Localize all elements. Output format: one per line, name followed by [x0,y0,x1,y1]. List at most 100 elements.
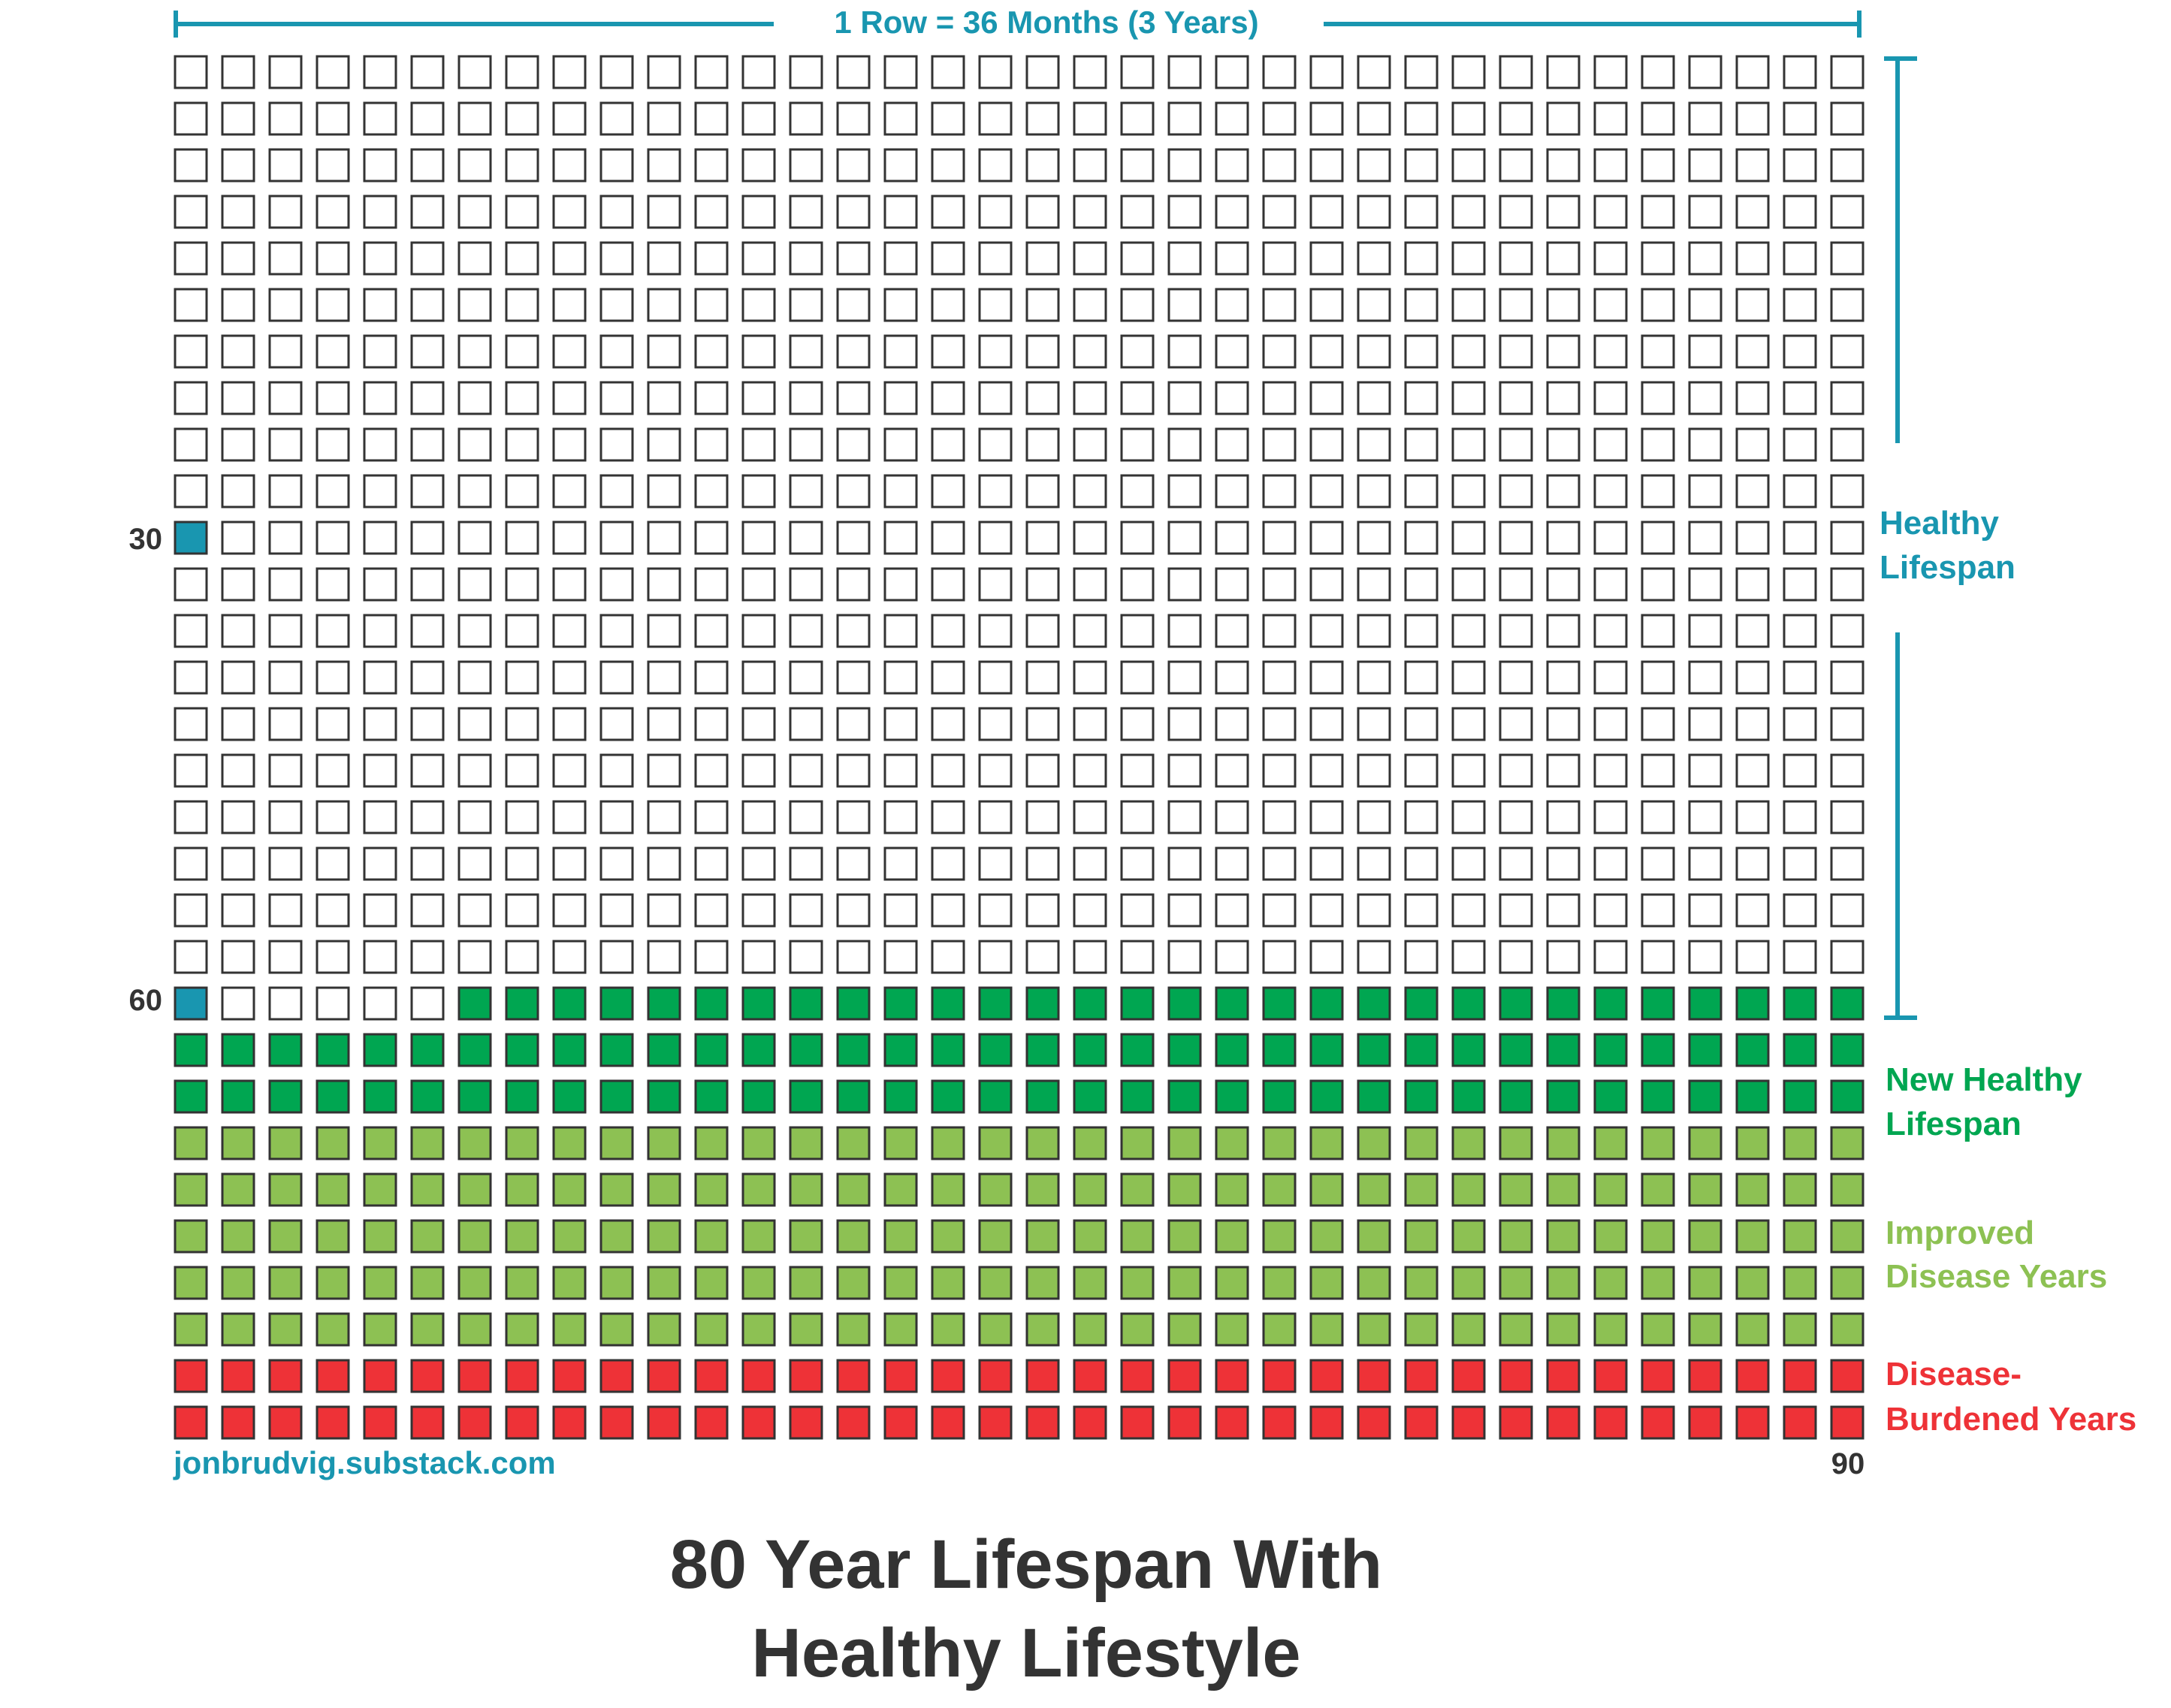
waffle-cell [1073,288,1107,322]
waffle-cell [1025,660,1060,695]
waffle-cell [1735,660,1770,695]
waffle-cell [1073,707,1107,741]
waffle-cell [174,1219,208,1254]
waffle-cell [836,614,871,648]
waffle-cell [1025,707,1060,741]
waffle-cell [1073,55,1107,89]
waffle-cell [457,288,492,322]
waffle-cell [1546,474,1581,508]
waffle-cell [1309,521,1344,555]
waffle-cell [1593,55,1628,89]
waffle-cell [505,1359,539,1393]
waffle-cell [316,893,350,928]
waffle-cell [505,1079,539,1114]
label-burdened-line1: Disease- [1886,1356,2022,1393]
waffle-cell [410,1033,445,1067]
waffle-cell [836,1219,871,1254]
waffle-cell [1830,893,1865,928]
waffle-cell [1641,148,1675,183]
waffle-cell [836,567,871,602]
waffle-cell [363,241,397,276]
waffle-cell [694,1033,729,1067]
waffle-cell [1830,55,1865,89]
waffle-cell [316,567,350,602]
waffle-cell [268,986,303,1021]
waffle-cell [410,893,445,928]
waffle-cell [647,753,681,788]
waffle-cell [741,1172,776,1207]
waffle-cell [647,707,681,741]
waffle-cell [694,288,729,322]
waffle-cell [1167,1079,1202,1114]
waffle-cell [647,1172,681,1207]
waffle-cell [457,474,492,508]
waffle-cell [1641,427,1675,462]
waffle-cell [1830,753,1865,788]
waffle-cell [978,381,1013,415]
waffle-cell [1593,753,1628,788]
waffle-cell [647,893,681,928]
waffle-cell [1499,474,1533,508]
waffle-cell [789,753,823,788]
waffle-cell [505,241,539,276]
waffle-cell [1167,1172,1202,1207]
waffle-cell [1830,381,1865,415]
waffle-cell [1404,1219,1439,1254]
waffle-cell [599,567,634,602]
waffle-cell [363,986,397,1021]
waffle-cell [599,614,634,648]
waffle-cell [1262,1172,1297,1207]
waffle-cell [978,846,1013,881]
waffle-cell [647,427,681,462]
waffle-cell [1546,753,1581,788]
waffle-cell [599,940,634,974]
waffle-cell [1451,381,1486,415]
waffle-cell [1783,1359,1817,1393]
waffle-cell [1215,474,1249,508]
waffle-cell [1262,1266,1297,1300]
waffle-cell [1262,986,1297,1021]
waffle-cell [268,1359,303,1393]
waffle-cell [1546,1033,1581,1067]
waffle-cell [316,660,350,695]
waffle-cell [1451,986,1486,1021]
waffle-cell [410,614,445,648]
waffle-cell [410,381,445,415]
waffle-cell [1546,1126,1581,1160]
waffle-cell [1641,474,1675,508]
waffle-cell [457,148,492,183]
waffle-cell [1546,1312,1581,1347]
waffle-cell [1451,1126,1486,1160]
waffle-cell [883,1219,918,1254]
waffle-cell [1546,614,1581,648]
waffle-cell [647,940,681,974]
waffle-cell [1451,940,1486,974]
waffle-cell [647,1359,681,1393]
waffle-cell [741,521,776,555]
waffle-cell [1120,940,1155,974]
waffle-cell [410,288,445,322]
waffle-cell [836,1172,871,1207]
waffle-cell [1120,1126,1155,1160]
waffle-cell [1309,660,1344,695]
waffle-cell [1357,893,1391,928]
waffle-cell [931,474,965,508]
waffle-cell [457,334,492,369]
waffle-cell [552,521,587,555]
waffle-cell [836,474,871,508]
waffle-cell [1404,334,1439,369]
waffle-cell [552,846,587,881]
waffle-cell [1120,148,1155,183]
waffle-cell [1073,800,1107,834]
waffle-cell [1546,55,1581,89]
waffle-cell [1451,614,1486,648]
waffle-cell [931,1312,965,1347]
waffle-cell [1830,614,1865,648]
waffle-cell [1499,521,1533,555]
waffle-cell [1451,1405,1486,1440]
waffle-cell [221,288,255,322]
waffle-cell [552,1312,587,1347]
waffle-cell [1073,195,1107,229]
waffle-cell [1688,707,1723,741]
